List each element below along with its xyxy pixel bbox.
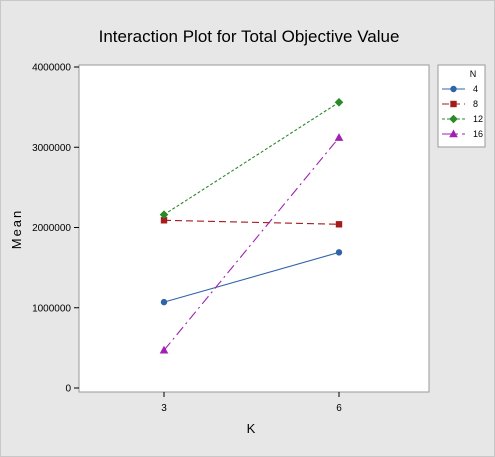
data-point (159, 210, 169, 219)
x-tick-label: 6 (336, 403, 342, 414)
series-12 (159, 98, 344, 219)
y-tick-label: 2000000 (32, 223, 71, 234)
legend-item: 12 (442, 114, 483, 124)
x-tick-label: 3 (161, 403, 167, 414)
legend-label: 8 (473, 99, 478, 109)
legend-swatch-marker (449, 114, 458, 124)
legend: N 4 8 12 16 (437, 64, 486, 148)
y-tick-label: 0 (65, 384, 71, 395)
data-point (335, 221, 343, 228)
legend-label: 12 (473, 114, 483, 124)
y-axis-label: Mean (9, 209, 24, 250)
legend-item: 4 (442, 84, 478, 94)
legend-swatch-marker (450, 85, 457, 93)
y-tick-label: 1000000 (32, 303, 71, 314)
plot-area (78, 64, 430, 393)
series-lines (159, 98, 344, 354)
y-tick-label: 3000000 (32, 143, 71, 154)
series-8 (160, 217, 343, 228)
data-point (335, 249, 343, 256)
legend-item: 8 (442, 99, 478, 109)
chart-title: Interaction Plot for Total Objective Val… (99, 27, 400, 46)
y-axis: 0 1000000 2000000 3000000 4000000 (32, 63, 79, 395)
legend-label: 4 (473, 84, 478, 94)
series-line (163, 137, 340, 351)
legend-title: N (470, 69, 477, 79)
data-point (334, 98, 344, 107)
y-tick-label: 4000000 (32, 63, 71, 74)
data-point (159, 345, 169, 354)
legend-label: 16 (473, 129, 483, 139)
series-line (163, 251, 340, 303)
data-point (160, 217, 168, 224)
series-16 (159, 133, 344, 354)
data-point (160, 298, 168, 306)
legend-swatch-marker (449, 129, 458, 138)
x-axis-label: K (247, 421, 256, 436)
legend-swatch-marker (450, 100, 457, 108)
series-line (163, 219, 340, 225)
legend-box (437, 64, 486, 148)
series-4 (160, 249, 343, 306)
legend-item: 16 (442, 129, 483, 139)
data-point (334, 133, 344, 141)
